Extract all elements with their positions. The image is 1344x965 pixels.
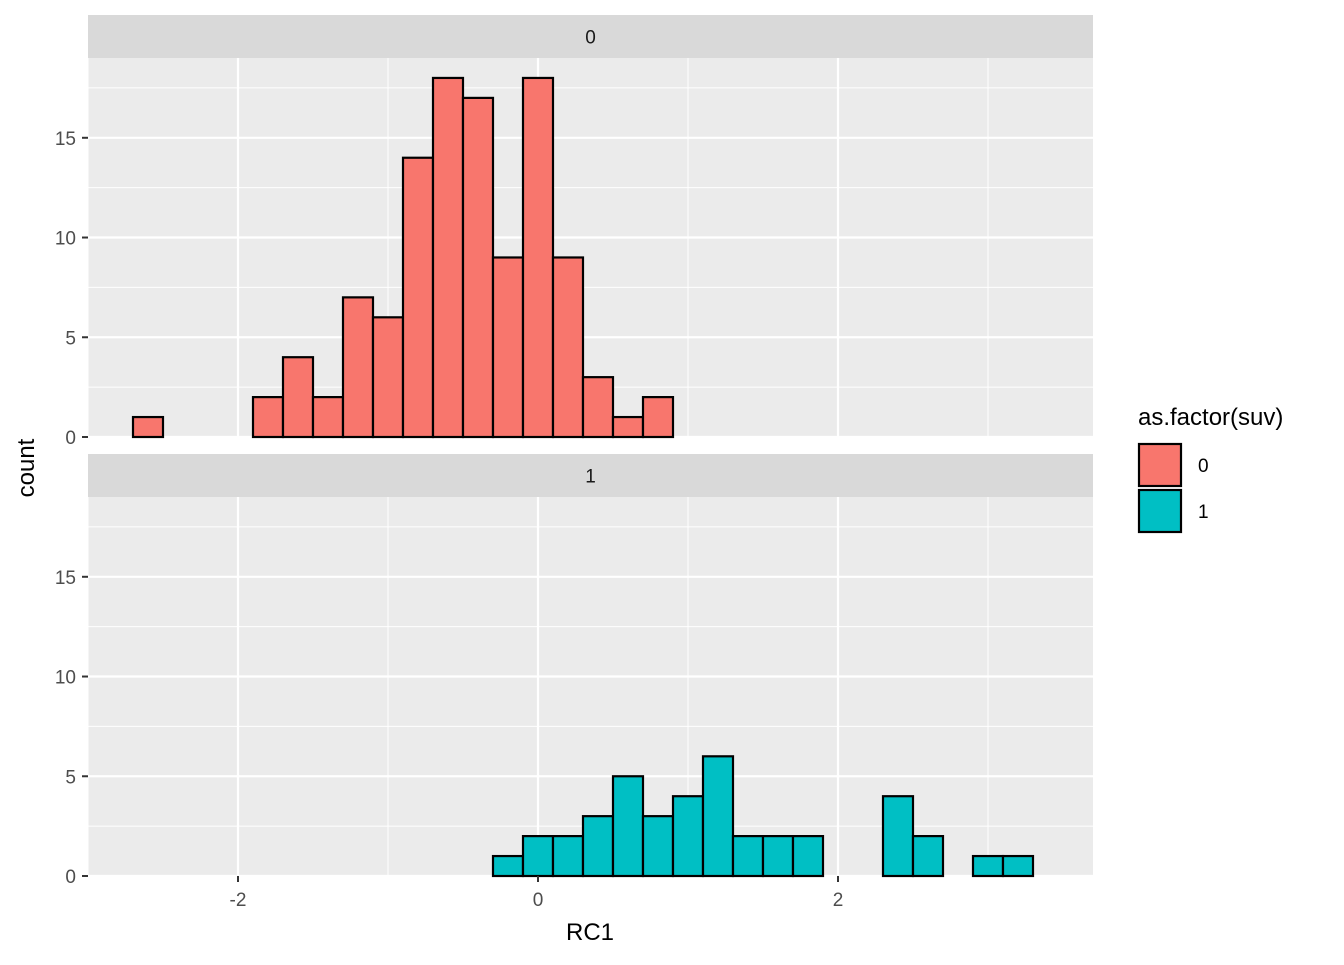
histogram-bar bbox=[431, 76, 465, 439]
histogram-bar bbox=[641, 815, 675, 878]
x-axis-title: RC1 bbox=[566, 919, 614, 946]
facet-strip bbox=[88, 454, 1093, 497]
histogram-bar bbox=[761, 835, 795, 878]
facet-panel-0: 0 0 5 10 15 bbox=[55, 15, 1093, 449]
histogram-bar bbox=[491, 854, 525, 878]
histogram-bar bbox=[611, 775, 645, 878]
y-tick-label: 0 bbox=[65, 428, 76, 449]
histogram-bar bbox=[521, 835, 555, 878]
legend-key-0 bbox=[1137, 442, 1183, 488]
histogram-bar bbox=[551, 256, 585, 439]
legend-label-0: 0 bbox=[1198, 456, 1209, 477]
y-tick-label: 15 bbox=[55, 568, 76, 589]
y-tick-label: 5 bbox=[65, 767, 76, 788]
legend-key-1 bbox=[1137, 488, 1183, 534]
panel-background bbox=[88, 497, 1093, 876]
y-axis-title: count bbox=[13, 438, 40, 497]
histogram-bar bbox=[341, 296, 375, 439]
y-tick-label: 0 bbox=[65, 867, 76, 888]
x-tick-label: -2 bbox=[230, 890, 247, 911]
y-tick-label: 5 bbox=[65, 328, 76, 349]
legend-label-1: 1 bbox=[1198, 502, 1209, 523]
facet-strip bbox=[88, 15, 1093, 58]
facet-strip-label: 1 bbox=[585, 467, 596, 488]
legend: as.factor(suv) 0 1 bbox=[1137, 404, 1283, 534]
histogram-bar bbox=[401, 156, 435, 439]
legend-title: as.factor(suv) bbox=[1138, 404, 1283, 431]
histogram-bar bbox=[1001, 854, 1035, 878]
x-tick-label: 0 bbox=[533, 890, 544, 911]
histogram-bar bbox=[791, 835, 825, 878]
histogram-bar bbox=[491, 256, 525, 439]
histogram-bar bbox=[311, 396, 345, 439]
histogram-bar bbox=[551, 835, 585, 878]
y-tick-label: 10 bbox=[55, 668, 76, 689]
x-tick-label: 2 bbox=[833, 890, 844, 911]
histogram-bar bbox=[131, 415, 165, 439]
facet-strip-label: 0 bbox=[585, 28, 596, 49]
histogram-bar bbox=[881, 795, 915, 878]
histogram-bar bbox=[461, 96, 495, 439]
panel-background bbox=[88, 58, 1093, 437]
y-tick-label: 15 bbox=[55, 129, 76, 150]
histogram-bar bbox=[251, 396, 285, 439]
histogram-bar bbox=[641, 396, 675, 439]
histogram-bar bbox=[911, 835, 945, 878]
histogram-bar bbox=[581, 376, 615, 439]
histogram-bar bbox=[611, 415, 645, 439]
histogram-bar bbox=[281, 356, 315, 439]
histogram-bar bbox=[371, 316, 405, 439]
histogram-bar bbox=[701, 755, 735, 878]
histogram-bar bbox=[581, 815, 615, 878]
histogram-bar bbox=[971, 854, 1005, 878]
y-tick-label: 10 bbox=[55, 229, 76, 250]
histogram-bar bbox=[521, 76, 555, 439]
histogram-bar bbox=[731, 835, 765, 878]
histogram-bar bbox=[671, 795, 705, 878]
